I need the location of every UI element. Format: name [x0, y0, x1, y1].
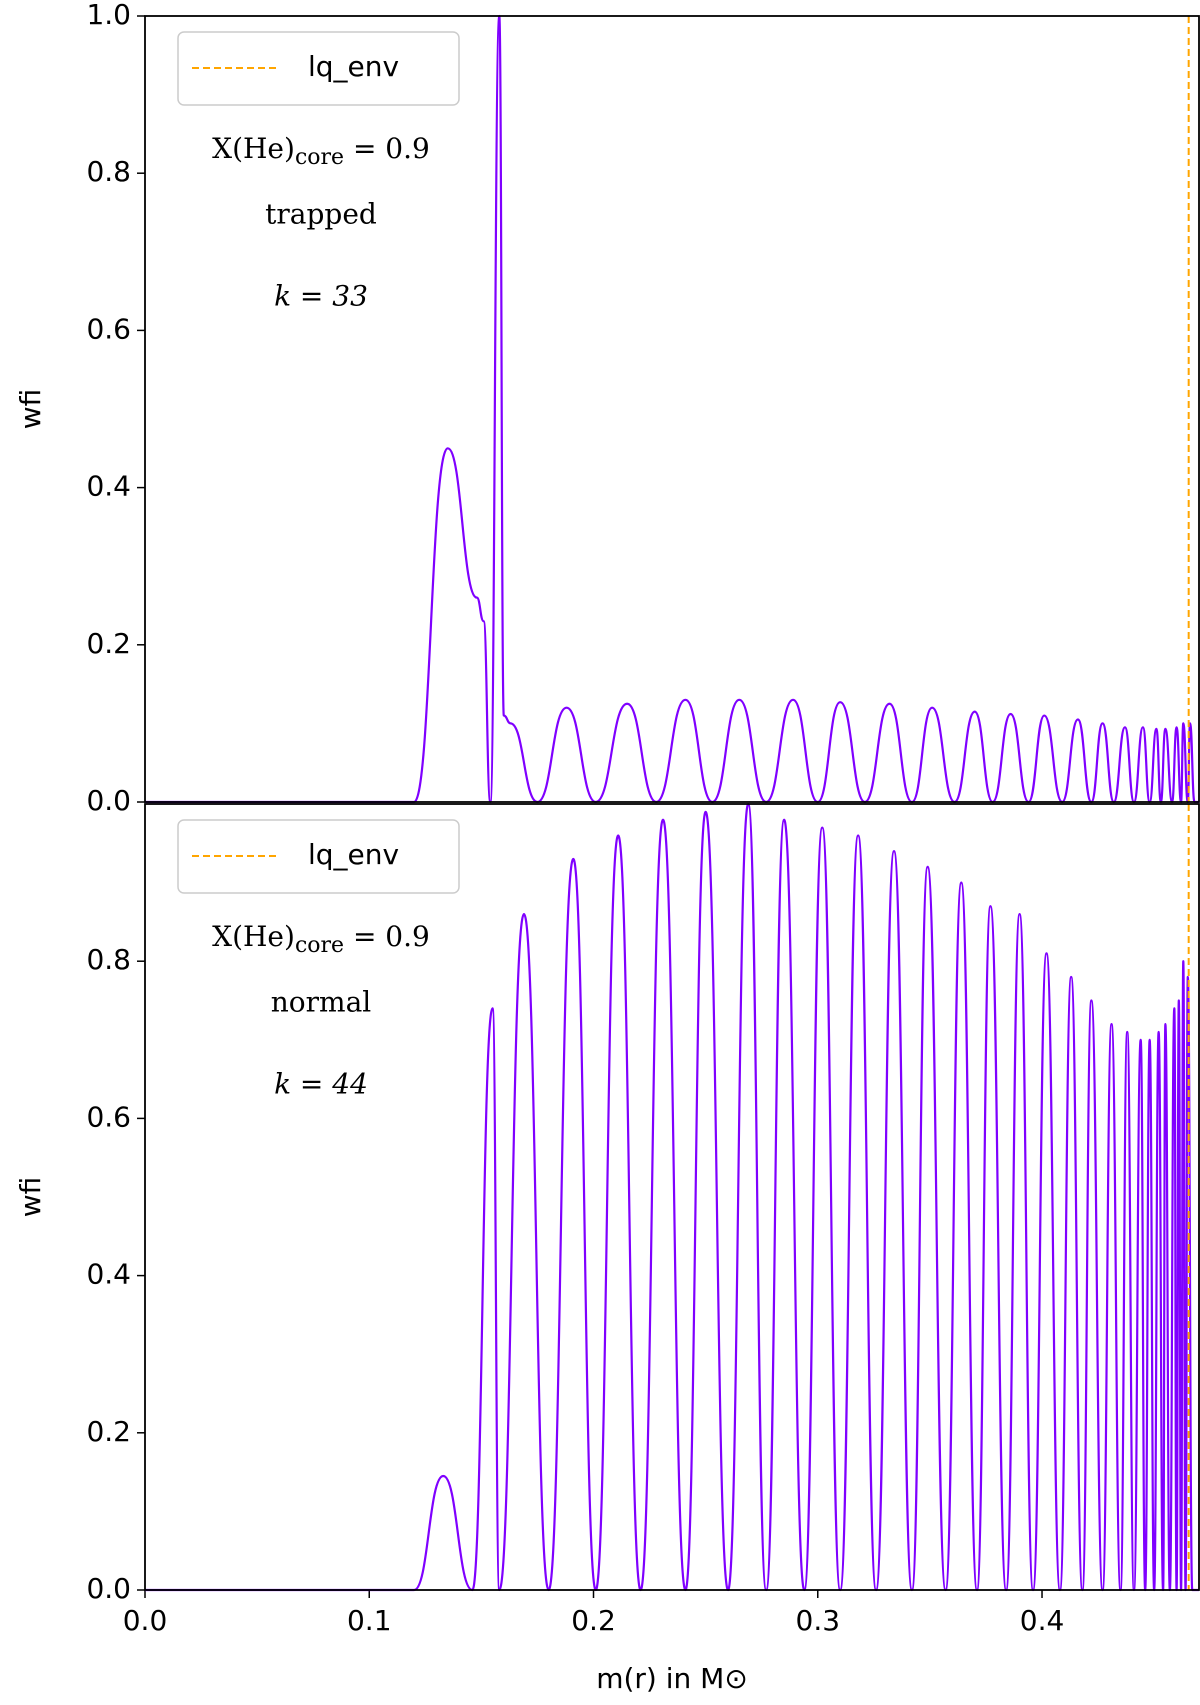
- mode-label: trapped: [265, 198, 377, 231]
- composition-note: X(He)core = 0.9: [212, 920, 430, 959]
- y-tick-label: 0.6: [86, 1100, 131, 1133]
- note-sub: core: [295, 933, 344, 958]
- legend-box: [177, 819, 460, 894]
- note-rest: = 0.9: [344, 132, 430, 165]
- x-tick-label: 0.3: [796, 1604, 841, 1637]
- y-tick-label: 0.8: [86, 943, 131, 976]
- composition-note: X(He)core = 0.9: [212, 132, 430, 171]
- note-base: X(He): [212, 132, 295, 165]
- legend-label: lq_env: [308, 50, 399, 83]
- note-sub: core: [295, 145, 344, 170]
- x-tick-label: 0.4: [1020, 1604, 1065, 1637]
- y-tick-label: 0.6: [86, 312, 131, 345]
- wave-line: [145, 802, 1199, 1592]
- y-tick-label: 0.4: [86, 1258, 131, 1291]
- y-tick-label: 1.0: [86, 0, 131, 31]
- plot-area: [145, 804, 1199, 1590]
- y-tick-label: 0.2: [86, 627, 131, 660]
- legend-label: lq_env: [308, 838, 399, 871]
- plot-area: [145, 16, 1199, 802]
- k-label: k = 44: [274, 1068, 368, 1101]
- k-label: k = 33: [274, 280, 368, 313]
- y-tick-label: 0.0: [86, 1572, 131, 1605]
- y-tick-label: 0.2: [86, 1415, 131, 1448]
- y-tick-label: 0.4: [86, 470, 131, 503]
- y-axis-label: wfi: [14, 389, 47, 430]
- y-axis-label: wfi: [14, 1177, 47, 1218]
- x-axis-label: m(r) in M⊙: [596, 1662, 748, 1695]
- x-tick-label: 0.2: [571, 1604, 616, 1637]
- x-tick-label: 0.0: [123, 1604, 168, 1637]
- y-tick-label: 0.8: [86, 155, 131, 188]
- x-tick-label: 0.1: [347, 1604, 392, 1637]
- plot-frame: [144, 803, 1200, 1591]
- note-base: X(He): [212, 920, 295, 953]
- plot-frame: [144, 15, 1200, 803]
- legend-box: [177, 31, 460, 106]
- y-tick-label: 0.0: [86, 784, 131, 817]
- note-rest: = 0.9: [344, 920, 430, 953]
- mode-label: normal: [271, 986, 372, 1019]
